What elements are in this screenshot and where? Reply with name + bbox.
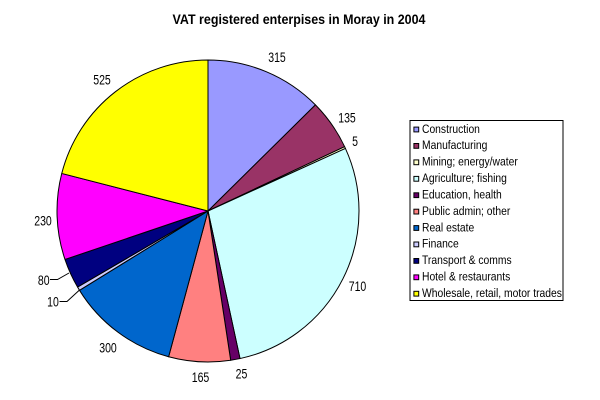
svg-text:525: 525 (93, 72, 111, 88)
svg-text:Finance: Finance (422, 238, 459, 251)
svg-text:710: 710 (349, 279, 367, 295)
svg-text:230: 230 (34, 213, 52, 229)
svg-text:Construction: Construction (422, 123, 480, 136)
svg-text:315: 315 (268, 50, 286, 66)
svg-text:Transport & comms: Transport & comms (422, 255, 512, 268)
svg-text:135: 135 (338, 110, 356, 126)
svg-text:5: 5 (352, 134, 358, 150)
svg-text:Public admin; other: Public admin; other (422, 205, 511, 218)
svg-text:Education, health: Education, health (422, 189, 502, 202)
svg-text:25: 25 (236, 366, 248, 382)
svg-text:80: 80 (38, 273, 50, 289)
svg-text:Agriculture; fishing: Agriculture; fishing (422, 172, 507, 185)
svg-text:Mining; energy/water: Mining; energy/water (422, 156, 518, 169)
svg-text:Hotel & restaurants: Hotel & restaurants (422, 271, 511, 284)
svg-text:Real estate: Real estate (422, 222, 474, 235)
svg-text:165: 165 (192, 370, 210, 386)
svg-text:Wholesale, retail, motor trade: Wholesale, retail, motor trades (422, 287, 562, 300)
svg-text:10: 10 (47, 294, 59, 310)
svg-text:VAT registered enterpises in M: VAT registered enterpises in Moray in 20… (173, 11, 427, 27)
svg-text:Manufacturing: Manufacturing (422, 140, 487, 153)
svg-text:300: 300 (99, 340, 117, 356)
